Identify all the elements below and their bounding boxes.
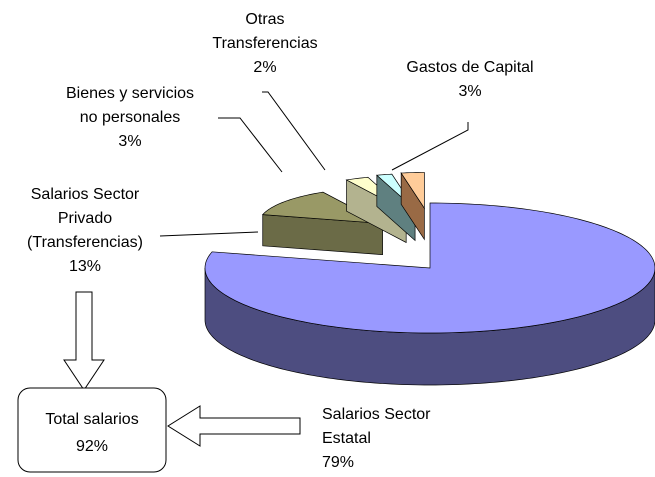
leader-line xyxy=(218,117,283,173)
slice-label: Salarios Sector Privado (Transferencias)… xyxy=(27,183,143,279)
slice xyxy=(204,202,655,334)
slice-label: Otras Transferencias 2% xyxy=(212,8,317,80)
leader-line xyxy=(391,122,469,171)
slice xyxy=(261,191,383,224)
category-label: Bienes y servicios no personales xyxy=(65,85,195,126)
category-label: Gastos de Capital xyxy=(406,59,534,76)
category-label: Otras Transferencias xyxy=(212,11,318,52)
category-label: Salarios Sector Estatal xyxy=(322,406,431,447)
pie xyxy=(204,171,655,386)
slice-label: Bienes y servicios no personales 3% xyxy=(66,82,194,154)
total-label: Total salarios xyxy=(45,411,138,428)
total-box xyxy=(17,387,167,473)
leaders xyxy=(159,91,469,237)
leader-line xyxy=(159,231,259,237)
value-label: 79% xyxy=(322,454,355,471)
arrow-down xyxy=(63,291,105,391)
value-label: 3% xyxy=(118,133,142,150)
slice-label: Gastos de Capital 3% xyxy=(406,56,533,104)
category-label: Salarios Sector Privado (Transferencias) xyxy=(27,186,143,251)
value-label: 2% xyxy=(253,59,277,76)
slice-label: Salarios Sector Estatal 79% xyxy=(322,403,431,475)
value-label: 3% xyxy=(458,83,482,100)
slice xyxy=(400,172,425,210)
total-value: 92% xyxy=(76,438,108,455)
value-label: 13% xyxy=(68,258,102,275)
leader-line xyxy=(262,91,326,171)
arrow-left xyxy=(167,405,301,447)
